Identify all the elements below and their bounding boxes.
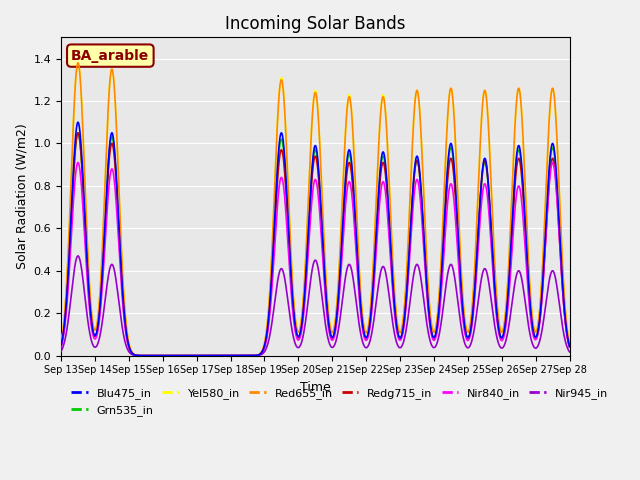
Yel580_in — [193, 353, 200, 359]
Redg715_in — [145, 353, 153, 359]
Line: Grn535_in: Grn535_in — [61, 133, 570, 356]
Yel580_in — [501, 314, 509, 320]
Nir840_in — [566, 344, 573, 350]
Blu475_in — [275, 150, 282, 156]
Redg715_in — [57, 343, 65, 349]
Grn535_in — [566, 344, 573, 349]
Line: Redg715_in: Redg715_in — [61, 133, 570, 356]
Yel580_in — [566, 341, 573, 347]
Redg715_in — [501, 324, 509, 330]
Grn535_in — [145, 353, 153, 359]
Nir840_in — [275, 191, 282, 197]
Red655_in — [275, 102, 282, 108]
Text: BA_arable: BA_arable — [71, 48, 150, 62]
Nir945_in — [501, 340, 509, 346]
X-axis label: Time: Time — [300, 381, 331, 394]
Line: Red655_in: Red655_in — [61, 63, 570, 356]
Nir945_in — [566, 349, 573, 355]
Grn535_in — [74, 130, 82, 136]
Redg715_in — [275, 166, 282, 172]
Red655_in — [115, 192, 123, 198]
Grn535_in — [193, 353, 200, 359]
Grn535_in — [556, 236, 564, 242]
Nir840_in — [57, 344, 65, 350]
Legend: Blu475_in, Grn535_in, Yel580_in, Red655_in, Redg715_in, Nir840_in, Nir945_in: Blu475_in, Grn535_in, Yel580_in, Red655_… — [67, 384, 612, 420]
Blu475_in — [145, 353, 153, 359]
Yel580_in — [145, 353, 153, 359]
Nir840_in — [115, 248, 123, 254]
Yel580_in — [253, 352, 260, 358]
Redg715_in — [556, 242, 564, 248]
Redg715_in — [253, 352, 260, 358]
Redg715_in — [193, 353, 200, 359]
Red655_in — [501, 314, 509, 320]
Grn535_in — [501, 323, 509, 329]
Red655_in — [556, 203, 564, 208]
Nir840_in — [74, 160, 82, 166]
Nir840_in — [253, 353, 260, 359]
Yel580_in — [115, 192, 123, 198]
Nir840_in — [501, 328, 509, 334]
Redg715_in — [74, 130, 82, 136]
Blu475_in — [566, 343, 573, 349]
Line: Nir945_in: Nir945_in — [61, 256, 570, 356]
Nir840_in — [193, 353, 200, 359]
Nir945_in — [74, 253, 82, 259]
Blu475_in — [74, 120, 82, 125]
Red655_in — [566, 341, 573, 347]
Grn535_in — [253, 352, 260, 358]
Yel580_in — [556, 203, 564, 208]
Red655_in — [145, 353, 153, 359]
Blu475_in — [115, 228, 123, 234]
Line: Blu475_in: Blu475_in — [61, 122, 570, 356]
Nir945_in — [145, 353, 153, 359]
Blu475_in — [193, 353, 200, 359]
Blu475_in — [556, 234, 564, 240]
Nir945_in — [275, 274, 282, 279]
Blu475_in — [253, 352, 260, 358]
Red655_in — [74, 60, 82, 66]
Nir840_in — [145, 353, 153, 359]
Grn535_in — [115, 230, 123, 236]
Blu475_in — [57, 343, 65, 348]
Yel580_in — [74, 60, 82, 66]
Red655_in — [193, 353, 200, 359]
Yel580_in — [57, 340, 65, 346]
Nir945_in — [57, 348, 65, 354]
Line: Yel580_in: Yel580_in — [61, 63, 570, 356]
Nir840_in — [556, 244, 564, 250]
Line: Nir840_in: Nir840_in — [61, 163, 570, 356]
Redg715_in — [566, 344, 573, 350]
Redg715_in — [115, 234, 123, 240]
Grn535_in — [57, 343, 65, 349]
Title: Incoming Solar Bands: Incoming Solar Bands — [225, 15, 406, 33]
Nir945_in — [556, 305, 564, 311]
Blu475_in — [501, 322, 509, 328]
Grn535_in — [275, 156, 282, 162]
Y-axis label: Solar Radiation (W/m2): Solar Radiation (W/m2) — [15, 124, 28, 269]
Red655_in — [253, 352, 260, 358]
Nir945_in — [253, 353, 260, 359]
Yel580_in — [275, 100, 282, 106]
Nir945_in — [115, 302, 123, 308]
Nir945_in — [193, 353, 200, 359]
Red655_in — [57, 340, 65, 346]
